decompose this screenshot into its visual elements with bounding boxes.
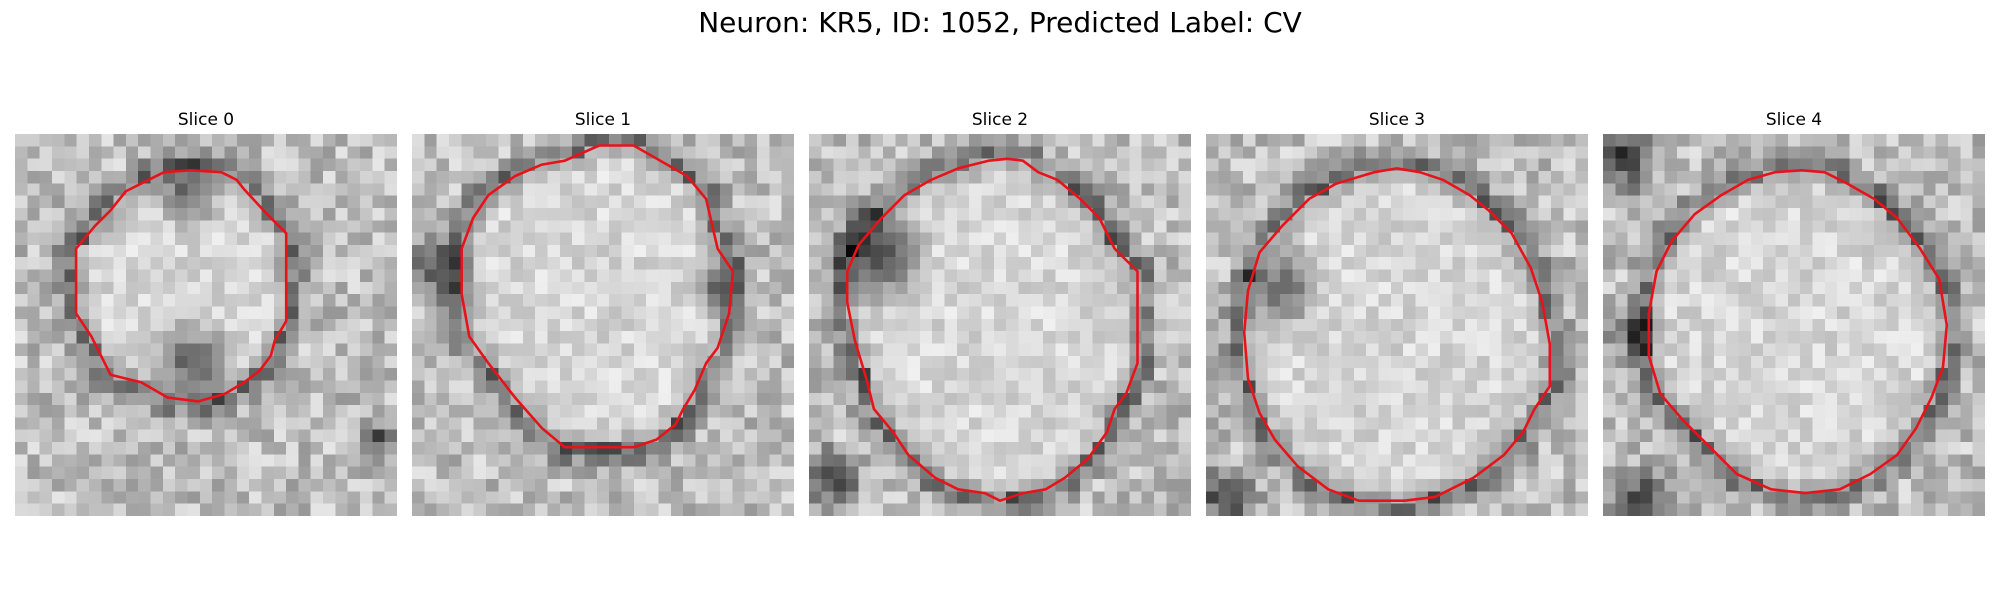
figure-title: Neuron: KR5, ID: 1052, Predicted Label: …	[698, 6, 1302, 39]
slice-image-1	[412, 134, 794, 516]
segmentation-contour	[1647, 168, 1949, 495]
pixel-grid	[809, 134, 1191, 516]
slice-title-0: Slice 0	[177, 110, 235, 130]
pixel-grid	[15, 134, 397, 516]
slice-image-0	[15, 134, 397, 516]
slice-panel-4: Slice 4	[1603, 108, 1985, 516]
pixel-grid	[412, 134, 794, 516]
slice-title-2: Slice 2	[971, 110, 1029, 130]
segmentation-contour	[845, 157, 1139, 503]
slice-panel-1: Slice 1	[412, 108, 794, 516]
slice-image-3	[1206, 134, 1588, 516]
slice-image-2	[809, 134, 1191, 516]
slice-title-3: Slice 3	[1368, 110, 1426, 130]
slice-panel-3: Slice 3	[1206, 108, 1588, 516]
slice-title-4: Slice 4	[1765, 110, 1823, 130]
segmentation-contour	[460, 144, 735, 449]
pixel-grid	[1603, 134, 1985, 516]
segmentation-contour	[1242, 167, 1552, 503]
pixel-grid	[1206, 134, 1588, 516]
segmentation-contour	[74, 168, 288, 403]
slice-title-1: Slice 1	[574, 110, 632, 130]
slice-panel-2: Slice 2	[809, 108, 1191, 516]
slice-image-4	[1603, 134, 1985, 516]
slice-panel-0: Slice 0	[15, 108, 397, 516]
